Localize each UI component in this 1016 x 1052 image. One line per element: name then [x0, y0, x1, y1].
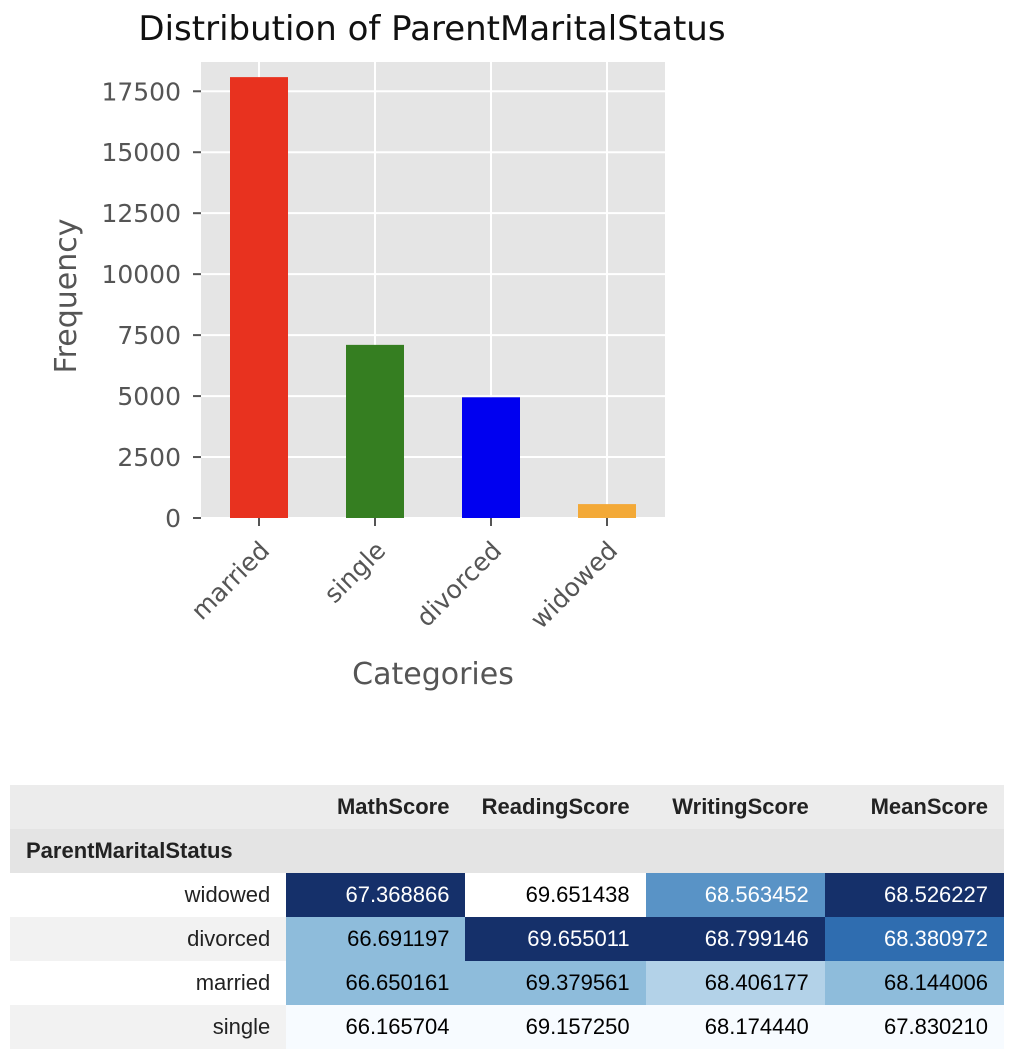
x-tick-label: married [185, 536, 275, 626]
table-cell: 68.174440 [645, 1005, 825, 1049]
x-tick-label: widowed [525, 536, 623, 634]
header-reading-score: ReadingScore [465, 785, 646, 829]
row-label: married [10, 961, 287, 1005]
table-cell: 68.526227 [824, 873, 1004, 917]
header-math-score: MathScore [286, 785, 466, 829]
y-axis: 0 2500 5000 7500 10000 12500 15000 17500 [101, 77, 201, 533]
bars [230, 77, 636, 518]
bar-chart: Distribution of ParentMaritalStatus 0 250… [49, 9, 726, 692]
table-cell: 68.799146 [645, 917, 825, 961]
y-axis-label: Frequency [49, 219, 84, 374]
x-tick-label: single [318, 536, 391, 609]
table-index-row: ParentMaritalStatus [10, 829, 1004, 873]
score-table: MathScore ReadingScore WritingScore Mean… [10, 785, 1004, 1049]
table-cell: 66.165704 [286, 1005, 466, 1049]
table-cell: 66.650161 [286, 961, 466, 1005]
header-blank [10, 785, 287, 829]
table-cell: 69.379561 [465, 961, 646, 1005]
table-cell: 66.691197 [286, 917, 466, 961]
table-row: single 66.165704 69.157250 68.174440 67.8302… [10, 1005, 1004, 1049]
table-cell: 68.406177 [645, 961, 825, 1005]
table-cell: 69.157250 [465, 1005, 646, 1049]
table-cell: 69.655011 [465, 917, 646, 961]
y-tick-label: 0 [165, 504, 181, 533]
y-tick-label: 7500 [117, 321, 181, 350]
table-cell: 68.563452 [645, 873, 825, 917]
header-writing-score: WritingScore [645, 785, 825, 829]
table-row: widowed 67.368866 69.651438 68.563452 68.526… [10, 873, 1004, 917]
bar-married [230, 77, 288, 518]
header-mean-score: MeanScore [824, 785, 1004, 829]
table-body: widowed 67.368866 69.651438 68.563452 68.526… [10, 873, 1004, 1049]
row-label: single [10, 1005, 287, 1049]
table-row: married 66.650161 69.379561 68.406177 68.144… [10, 961, 1004, 1005]
y-tick-label: 17500 [101, 77, 181, 106]
x-axis: married single divorced widowed [185, 518, 623, 634]
bar-divorced [462, 397, 520, 518]
index-name: ParentMaritalStatus [10, 829, 287, 873]
y-tick-label: 15000 [101, 138, 181, 167]
table-cell: 68.144006 [824, 961, 1004, 1005]
table-cell: 67.830210 [824, 1005, 1004, 1049]
table-row: divorced 66.691197 69.655011 68.799146 68.38… [10, 917, 1004, 961]
bar-widowed [578, 504, 636, 518]
row-label: widowed [10, 873, 287, 917]
table-cell: 68.380972 [824, 917, 1004, 961]
row-label: divorced [10, 917, 287, 961]
chart-title: Distribution of ParentMaritalStatus [138, 9, 725, 49]
table-header-row: MathScore ReadingScore WritingScore Mean… [10, 785, 1004, 829]
x-tick-label: divorced [411, 536, 508, 633]
y-tick-label: 2500 [117, 443, 181, 472]
bar-single [346, 344, 404, 518]
y-tick-label: 12500 [101, 199, 181, 228]
y-tick-label: 10000 [101, 260, 181, 289]
table-cell: 67.368866 [286, 873, 466, 917]
x-axis-label: Categories [352, 657, 514, 692]
table-cell: 69.651438 [465, 873, 646, 917]
y-tick-label: 5000 [117, 382, 181, 411]
